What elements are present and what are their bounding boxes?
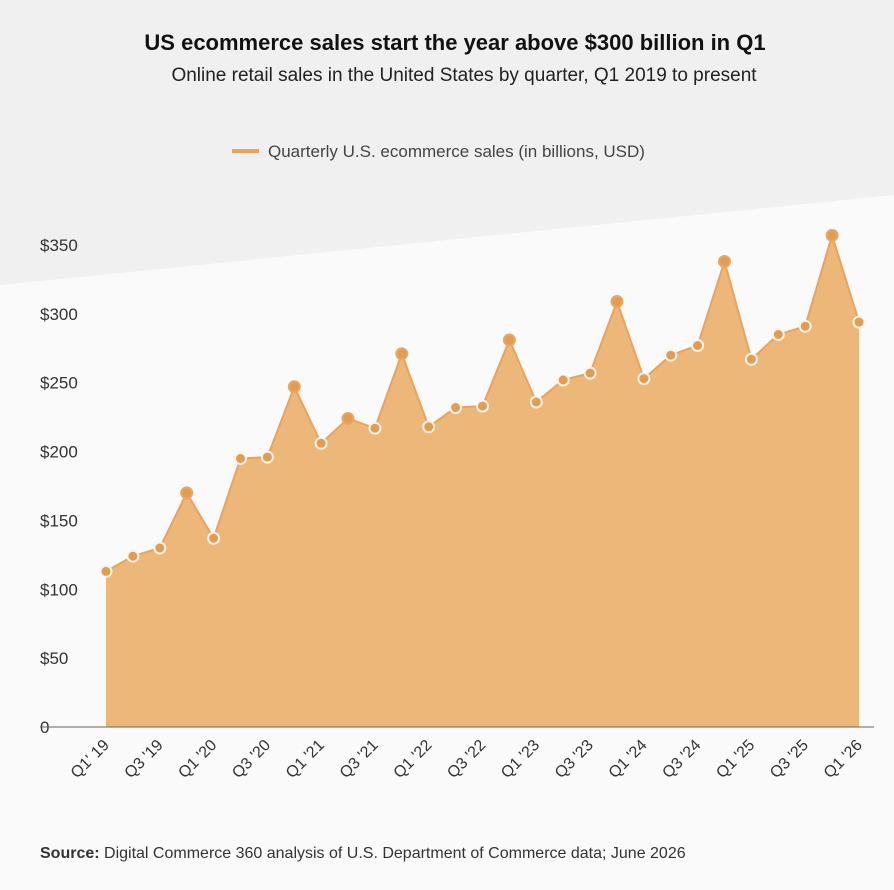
x-tick-label: Q1' 19 xyxy=(68,737,113,782)
y-tick-label: $300 xyxy=(40,305,78,324)
source-text: Digital Commerce 360 analysis of U.S. De… xyxy=(100,845,686,862)
chart-subtitle: Online retail sales in the United States… xyxy=(171,65,757,86)
data-point xyxy=(502,333,516,347)
x-tick-label: Q1 '21 xyxy=(283,737,328,782)
y-tick-label: $50 xyxy=(40,649,68,668)
y-tick-label: $200 xyxy=(40,443,78,462)
data-point xyxy=(718,255,731,268)
y-tick-label: $250 xyxy=(40,374,78,393)
data-point xyxy=(99,564,113,578)
data-point xyxy=(395,347,409,361)
data-point xyxy=(368,421,382,435)
y-tick-label: $150 xyxy=(40,511,78,530)
data-point xyxy=(287,380,301,394)
x-tick-label: Q3 '19 xyxy=(122,737,167,782)
data-point xyxy=(207,531,221,545)
y-tick-label: $100 xyxy=(40,580,78,599)
background-band xyxy=(0,0,894,285)
sales-area xyxy=(106,235,859,727)
data-point xyxy=(610,295,624,308)
data-point xyxy=(771,328,785,341)
source-note: Source: Digital Commerce 360 analysis of… xyxy=(40,845,686,862)
plot-area xyxy=(99,228,866,727)
x-tick-label: Q1 '20 xyxy=(175,737,220,782)
data-point xyxy=(744,352,758,366)
source-label: Source: xyxy=(40,845,100,862)
data-point xyxy=(234,452,247,465)
x-tick-label: Q1 '25 xyxy=(713,737,758,782)
data-point xyxy=(852,315,866,329)
data-point xyxy=(449,401,463,414)
legend-label: Quarterly U.S. ecommerce sales (in billi… xyxy=(268,142,645,161)
data-point xyxy=(153,541,167,555)
x-axis: Q1' 19 Q3 '19 Q1 '20 Q3 '20 Q1 '21 Q3 '21 Q1 '… xyxy=(68,737,866,782)
data-point xyxy=(637,372,651,386)
data-point xyxy=(126,549,140,563)
x-tick-label: Q1 '23 xyxy=(498,737,543,782)
x-tick-label: Q3 '20 xyxy=(229,737,274,782)
data-point xyxy=(476,399,489,413)
data-point xyxy=(556,373,570,387)
legend: Quarterly U.S. ecommerce sales (in billi… xyxy=(232,142,645,161)
data-point xyxy=(529,395,543,409)
data-point xyxy=(798,319,812,333)
data-point xyxy=(314,436,328,450)
x-tick-label: Q1 '24 xyxy=(606,737,651,782)
x-tick-label: Q3 '22 xyxy=(444,737,489,782)
data-point xyxy=(260,450,274,464)
x-tick-label: Q3 '25 xyxy=(767,737,812,782)
data-point xyxy=(422,420,436,434)
y-axis: 0$50$100$150$200$250$300$350 xyxy=(40,236,78,737)
chart-title: US ecommerce sales start the year above … xyxy=(144,30,765,55)
x-tick-label: Q1 '26 xyxy=(821,737,866,782)
data-point xyxy=(825,228,839,242)
x-tick-label: Q1 '22 xyxy=(391,737,436,782)
x-tick-label: Q3 '24 xyxy=(659,737,704,782)
data-point xyxy=(180,486,194,500)
data-point xyxy=(664,348,678,362)
data-point xyxy=(691,339,705,352)
x-tick-label: Q3 '23 xyxy=(552,737,597,782)
data-point xyxy=(341,412,355,425)
data-point xyxy=(583,366,597,380)
y-tick-label: $350 xyxy=(40,236,78,255)
x-tick-label: Q3 '21 xyxy=(337,737,382,782)
